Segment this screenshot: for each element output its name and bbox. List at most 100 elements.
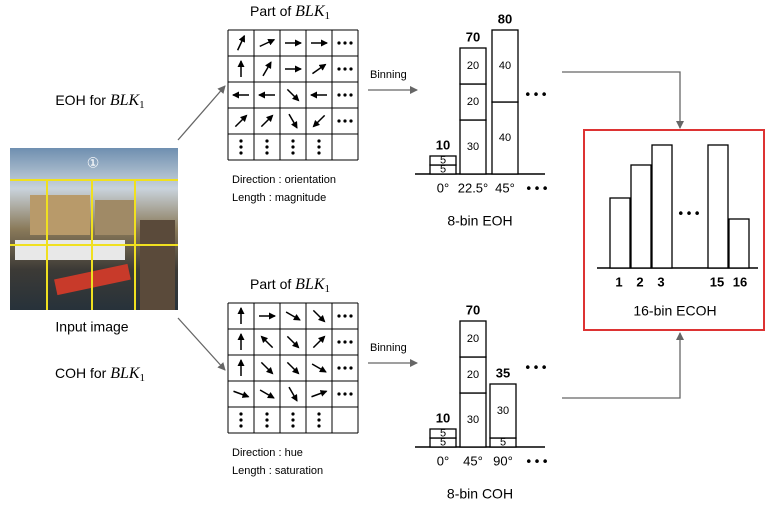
arrow [562,72,680,128]
bin-label: 0° [437,453,449,468]
bin-label: 90° [493,453,513,468]
bar-total: 70 [466,29,480,44]
dot [265,424,268,427]
dot [265,412,268,415]
binning-label: Binning [370,342,407,354]
bin-label: 1 [615,274,622,289]
block-name: BLK [295,3,326,20]
dot [337,93,340,96]
label-prefix: EOH for [55,92,106,108]
dot [291,412,294,415]
dot [239,424,242,427]
bin-label: 0° [437,180,449,195]
dot [317,424,320,427]
direction-arrow [235,115,246,126]
dot [317,418,320,421]
bin-label: 45° [495,180,515,195]
bin-label: 45° [463,453,483,468]
segment-label: 5 [440,427,446,439]
dot [337,41,340,44]
dot [343,67,346,70]
branch-label: COH for BLK1 [55,365,145,384]
dot [349,392,352,395]
dot [349,366,352,369]
dot [265,145,268,148]
dot [291,151,294,154]
dot [337,119,340,122]
bar [729,219,749,268]
dot [343,340,346,343]
dot [337,67,340,70]
direction-arrow [238,36,245,51]
dot [291,139,294,142]
segment-label: 5 [440,154,446,166]
dot [343,392,346,395]
dot [349,314,352,317]
direction-arrow [312,64,325,73]
direction-arrow [263,62,271,76]
ellipsis: • • • [526,86,547,101]
dot [349,41,352,44]
direction-arrow [287,362,298,373]
direction-arrow [233,391,248,396]
segment-label: 20 [467,60,479,72]
ellipsis: • • • [526,359,547,374]
direction-arrow [286,312,300,320]
label-prefix: Part of [250,3,291,19]
direction-arrow [260,390,274,398]
block-name: BLK [110,92,141,109]
block-subscript: 1 [140,372,146,384]
bin-label: 3 [657,274,664,289]
label-prefix: Part of [250,276,291,292]
arrow [178,86,225,140]
bar [610,198,630,268]
direction-arrow [261,115,272,126]
dot [265,418,268,421]
label-prefix: COH for [55,365,107,381]
ellipsis: • • • [527,180,548,195]
segment-label: 30 [467,141,479,153]
block-name: BLK [110,365,141,382]
grid-title: Part of BLK1 [250,276,330,295]
binning-label: Binning [370,69,407,81]
direction-arrow [313,336,324,347]
bar-total: 35 [496,365,510,380]
bin-label: 16 [733,274,747,289]
dot [291,418,294,421]
ecoh-title: 16-bin ECOH [633,303,716,319]
dot [317,145,320,148]
note: Length : magnitude [232,192,326,204]
histogram-title: 8-bin COH [447,486,513,502]
dot [343,119,346,122]
segment-label: 40 [499,132,511,144]
direction-arrow [261,336,272,347]
direction-arrow [261,362,272,373]
ellipsis: • • • [527,453,548,468]
dot [317,139,320,142]
dot [239,418,242,421]
region-label: ① [87,155,100,171]
dot [317,412,320,415]
branch-label: EOH for BLK1 [55,92,144,111]
block-subscript: 1 [139,99,145,111]
segment-label: 20 [467,369,479,381]
direction-arrow [287,336,298,347]
bar [652,145,672,268]
bar [631,165,651,268]
histogram-title: 8-bin EOH [447,213,512,229]
arrow [562,333,680,398]
bar-total: 80 [498,11,512,26]
dot [337,314,340,317]
block-subscript: 1 [324,283,330,295]
bar-total: 10 [436,410,450,425]
dot [239,151,242,154]
dot [239,412,242,415]
dot [349,93,352,96]
arrow [178,318,225,370]
direction-arrow [289,387,297,401]
dot [239,139,242,142]
direction-arrow [260,40,275,47]
note: Length : saturation [232,465,323,477]
bar-total: 10 [436,137,450,152]
grid-title: Part of BLK1 [250,3,330,22]
